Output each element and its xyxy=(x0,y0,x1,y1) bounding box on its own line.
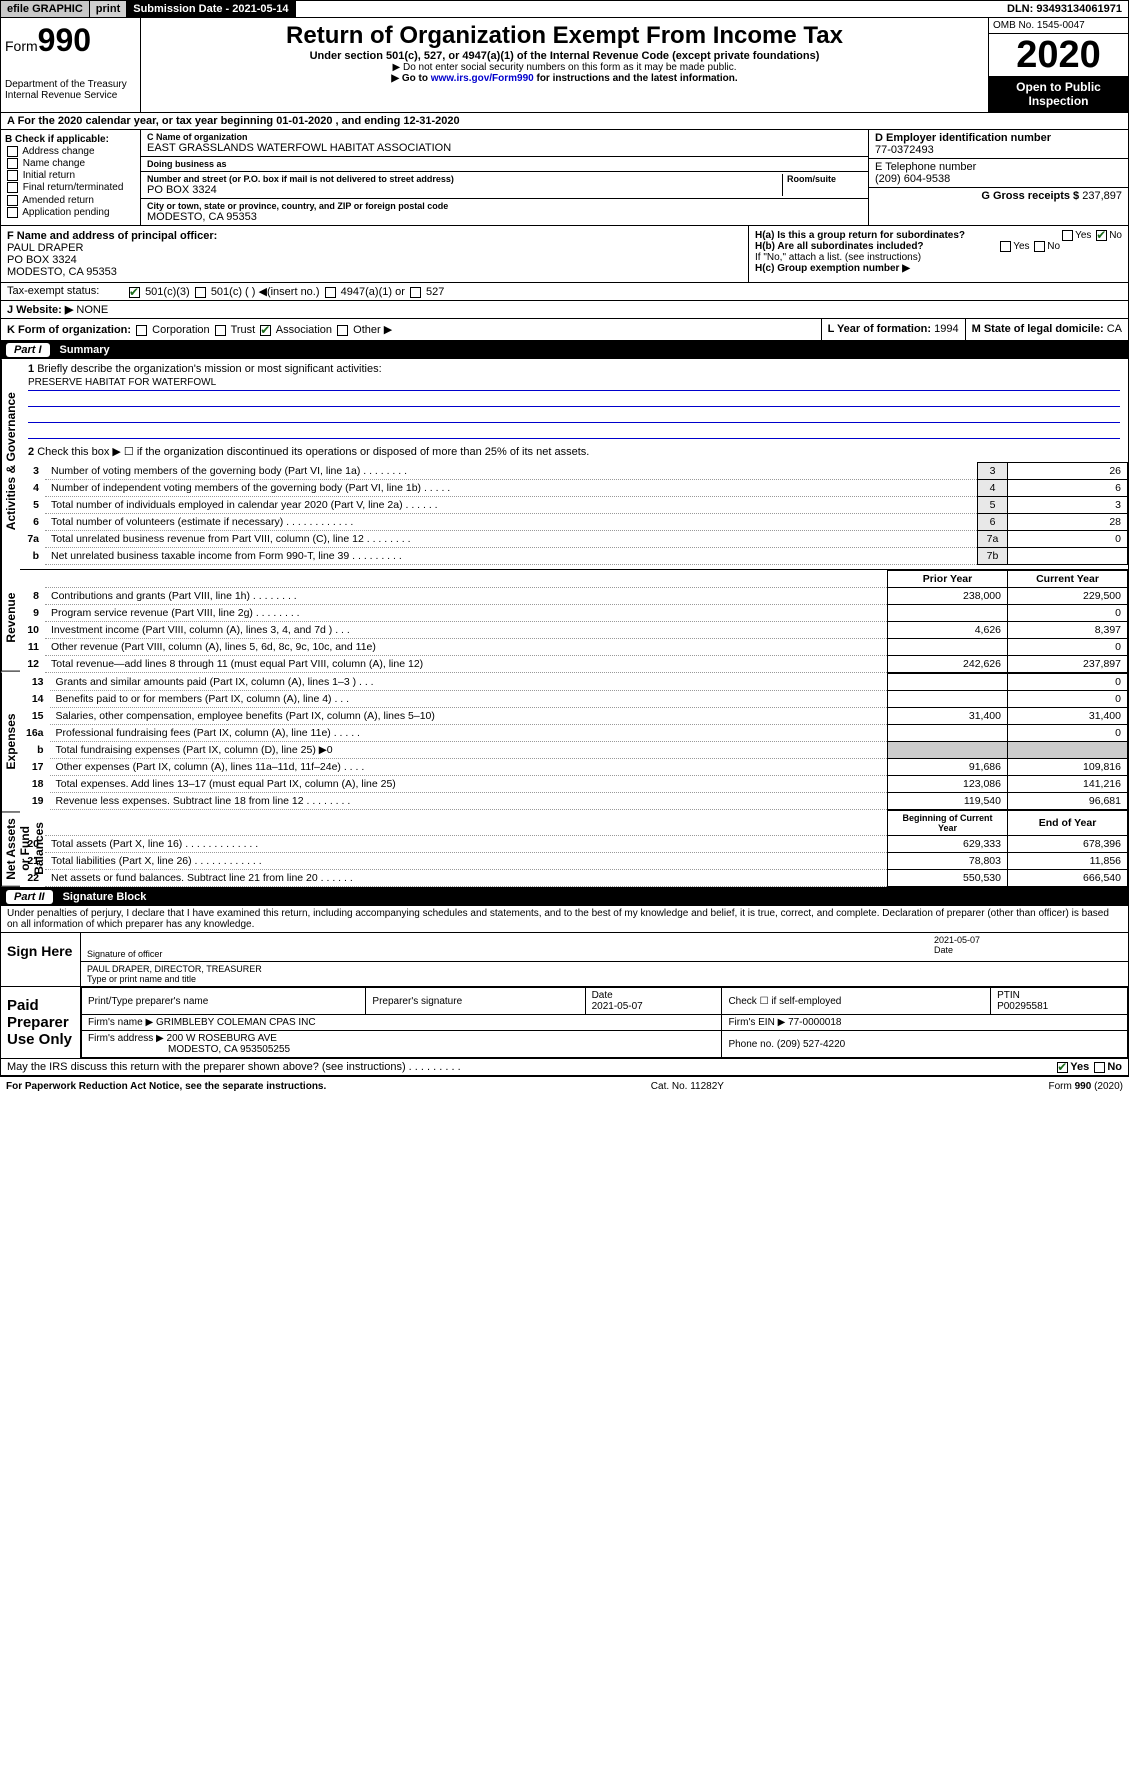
row-a-period: A For the 2020 calendar year, or tax yea… xyxy=(0,113,1129,130)
gross-receipts: 237,897 xyxy=(1082,190,1122,202)
box-f: F Name and address of principal officer:… xyxy=(1,226,748,282)
side-netassets: Net Assets or Fund Balances xyxy=(1,812,20,887)
top-bar: efile GRAPHIC print Submission Date - 20… xyxy=(0,0,1129,18)
revenue-table: Prior YearCurrent Year 8Contributions an… xyxy=(20,570,1128,673)
row-j-website: J Website: ▶ NONE xyxy=(0,301,1129,319)
ptin: P00295581 xyxy=(997,1001,1048,1012)
org-name: EAST GRASSLANDS WATERFOWL HABITAT ASSOCI… xyxy=(147,142,862,154)
sign-here-label: Sign Here xyxy=(1,933,81,986)
officer-name: PAUL DRAPER xyxy=(7,242,83,254)
discuss-row: May the IRS discuss this return with the… xyxy=(0,1059,1129,1076)
chk-initial[interactable]: Initial return xyxy=(5,170,136,181)
perjury-text: Under penalties of perjury, I declare th… xyxy=(0,906,1129,933)
irs-link[interactable]: www.irs.gov/Form990 xyxy=(431,73,534,84)
chk-final[interactable]: Final return/terminated xyxy=(5,182,136,193)
officer-printed: PAUL DRAPER, DIRECTOR, TREASURER xyxy=(87,964,1122,974)
street: PO BOX 3324 xyxy=(147,184,782,196)
row-k: K Form of organization: Corporation Trus… xyxy=(0,319,1129,341)
form-number: Form990 xyxy=(5,22,136,59)
side-governance: Activities & Governance xyxy=(1,359,20,564)
inspection-label: Open to Public Inspection xyxy=(989,76,1128,112)
side-revenue: Revenue xyxy=(1,564,20,672)
summary-block: Activities & Governance Revenue Expenses… xyxy=(0,359,1129,888)
chk-amended[interactable]: Amended return xyxy=(5,195,136,206)
part1-header: Part ISummary xyxy=(0,341,1129,359)
note-link: ▶ Go to www.irs.gov/Form990 for instruct… xyxy=(145,73,984,84)
form-header: Form990 Department of the Treasury Inter… xyxy=(0,18,1129,113)
expenses-table: 13Grants and similar amounts paid (Part … xyxy=(20,673,1128,810)
chk-name[interactable]: Name change xyxy=(5,158,136,169)
paid-preparer-label: Paid Preparer Use Only xyxy=(1,987,81,1058)
box-c: C Name of organizationEAST GRASSLANDS WA… xyxy=(141,130,868,225)
phone: (209) 604-9538 xyxy=(875,173,1122,185)
efile-label: efile GRAPHIC xyxy=(1,1,90,17)
print-button[interactable]: print xyxy=(90,1,127,17)
officer-group-row: F Name and address of principal officer:… xyxy=(0,226,1129,283)
identity-block: B Check if applicable: Address change Na… xyxy=(0,130,1129,226)
part2-header: Part IISignature Block xyxy=(0,888,1129,906)
page-footer: For Paperwork Reduction Act Notice, see … xyxy=(0,1076,1129,1096)
tax-year: 2020 xyxy=(989,34,1128,76)
ein: 77-0372493 xyxy=(875,144,1122,156)
side-expenses: Expenses xyxy=(1,672,20,812)
chk-pending[interactable]: Application pending xyxy=(5,207,136,218)
omb-number: OMB No. 1545-0047 xyxy=(989,18,1128,34)
form-ref: Form 990 (2020) xyxy=(1049,1081,1123,1092)
chk-address[interactable]: Address change xyxy=(5,146,136,157)
governance-table: 3Number of voting members of the governi… xyxy=(20,462,1128,565)
box-b: B Check if applicable: Address change Na… xyxy=(1,130,141,225)
submission-date: Submission Date - 2021-05-14 xyxy=(127,1,295,17)
note-ssn: ▶ Do not enter social security numbers o… xyxy=(145,62,984,73)
box-d: D Employer identification number77-03724… xyxy=(868,130,1128,225)
netassets-table: Beginning of Current YearEnd of Year 20T… xyxy=(20,810,1128,887)
form-subtitle: Under section 501(c), 527, or 4947(a)(1)… xyxy=(145,50,984,62)
firm-name: GRIMBLEBY COLEMAN CPAS INC xyxy=(156,1017,316,1028)
dept-label: Department of the Treasury Internal Reve… xyxy=(5,79,136,101)
form-title: Return of Organization Exempt From Incom… xyxy=(145,22,984,50)
mission-text: PRESERVE HABITAT FOR WATERFOWL xyxy=(28,377,1120,391)
box-h: H(a) Is this a group return for subordin… xyxy=(748,226,1128,282)
preparer-table: Print/Type preparer's name Preparer's si… xyxy=(81,987,1128,1058)
signature-block: Sign Here Signature of officer 2021-05-0… xyxy=(0,933,1129,987)
city: MODESTO, CA 95353 xyxy=(147,211,862,223)
dln-label: DLN: 93493134061971 xyxy=(1001,1,1128,17)
row-i-status: Tax-exempt status: 501(c)(3) 501(c) ( ) … xyxy=(0,283,1129,301)
